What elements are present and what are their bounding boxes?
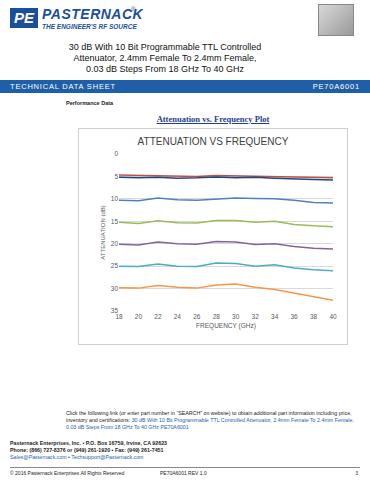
svg-text:28: 28 [213,313,221,320]
html-text:Attenuation vs. Frequency Plot: Attenuation vs. Frequency Plot [156,114,270,124]
svg-text:30: 30 [232,313,240,320]
html-text:PE: PE [14,9,34,26]
html-text:30 dB With 10 Bit Programmable: 30 dB With 10 Bit Programmable TTL Contr… [68,42,262,52]
svg-text:0: 0 [114,150,118,157]
svg-text:20: 20 [111,240,119,247]
svg-text:20: 20 [135,313,143,320]
html-text:Sales@Pasternack.com • Techsup: Sales@Pasternack.com • Techsupport@Paste… [10,454,144,460]
html-text:3: 3 [355,470,358,476]
svg-text:35: 35 [111,307,119,314]
html-text:Phone: (866) 727-8376 or (949): Phone: (866) 727-8376 or (949) 261-1920 … [10,447,164,453]
html-text:PE70A6001 REV 1.0: PE70A6001 REV 1.0 [160,470,207,476]
svg-text:26: 26 [193,313,201,320]
html-text:0.03 dB Steps From 18 GHz To 4: 0.03 dB Steps From 18 GHz To 40 GHz [86,64,244,74]
svg-text:18: 18 [115,313,123,320]
svg-text:15: 15 [111,218,119,225]
svg-text:24: 24 [174,313,182,320]
html-text:PASTERNACK: PASTERNACK [42,6,144,22]
svg-text:38: 38 [310,313,318,320]
svg-text:22: 22 [154,313,162,320]
svg-text:10: 10 [111,195,119,202]
svg-text:36: 36 [290,313,298,320]
html-text:Performance Data: Performance Data [66,100,114,106]
html-text:© 2016 Pasternack Enterprises: © 2016 Pasternack Enterprises All Rights… [10,470,125,476]
html-text:Pasternack Enterprises, Inc. •: Pasternack Enterprises, Inc. • P.O. Box … [10,440,167,446]
svg-text:ATTENUATION (dB): ATTENUATION (dB) [100,205,106,259]
svg-text:5: 5 [114,173,118,180]
svg-text:ATTENUATION VS FREQUENCY: ATTENUATION VS FREQUENCY [138,136,289,147]
svg-text:40: 40 [329,313,337,320]
html-text:PE70A6001: PE70A6001 [312,82,360,91]
html-text:TECHNICAL DATA SHEET: TECHNICAL DATA SHEET [10,82,116,91]
svg-text:32: 32 [252,313,260,320]
svg-text:25: 25 [111,262,119,269]
svg-text:FREQUENCY (GHz): FREQUENCY (GHz) [196,322,256,330]
svg-text:34: 34 [271,313,279,320]
svg-text:30: 30 [111,285,119,292]
html-text:THE ENGINEER'S RF SOURCE: THE ENGINEER'S RF SOURCE [42,23,137,30]
html-text:Click the following link (or e: Click the following link (or enter part … [66,410,354,430]
html-text:Attenuator, 2.4mm Female To 2.: Attenuator, 2.4mm Female To 2.4mm Female… [73,53,257,63]
